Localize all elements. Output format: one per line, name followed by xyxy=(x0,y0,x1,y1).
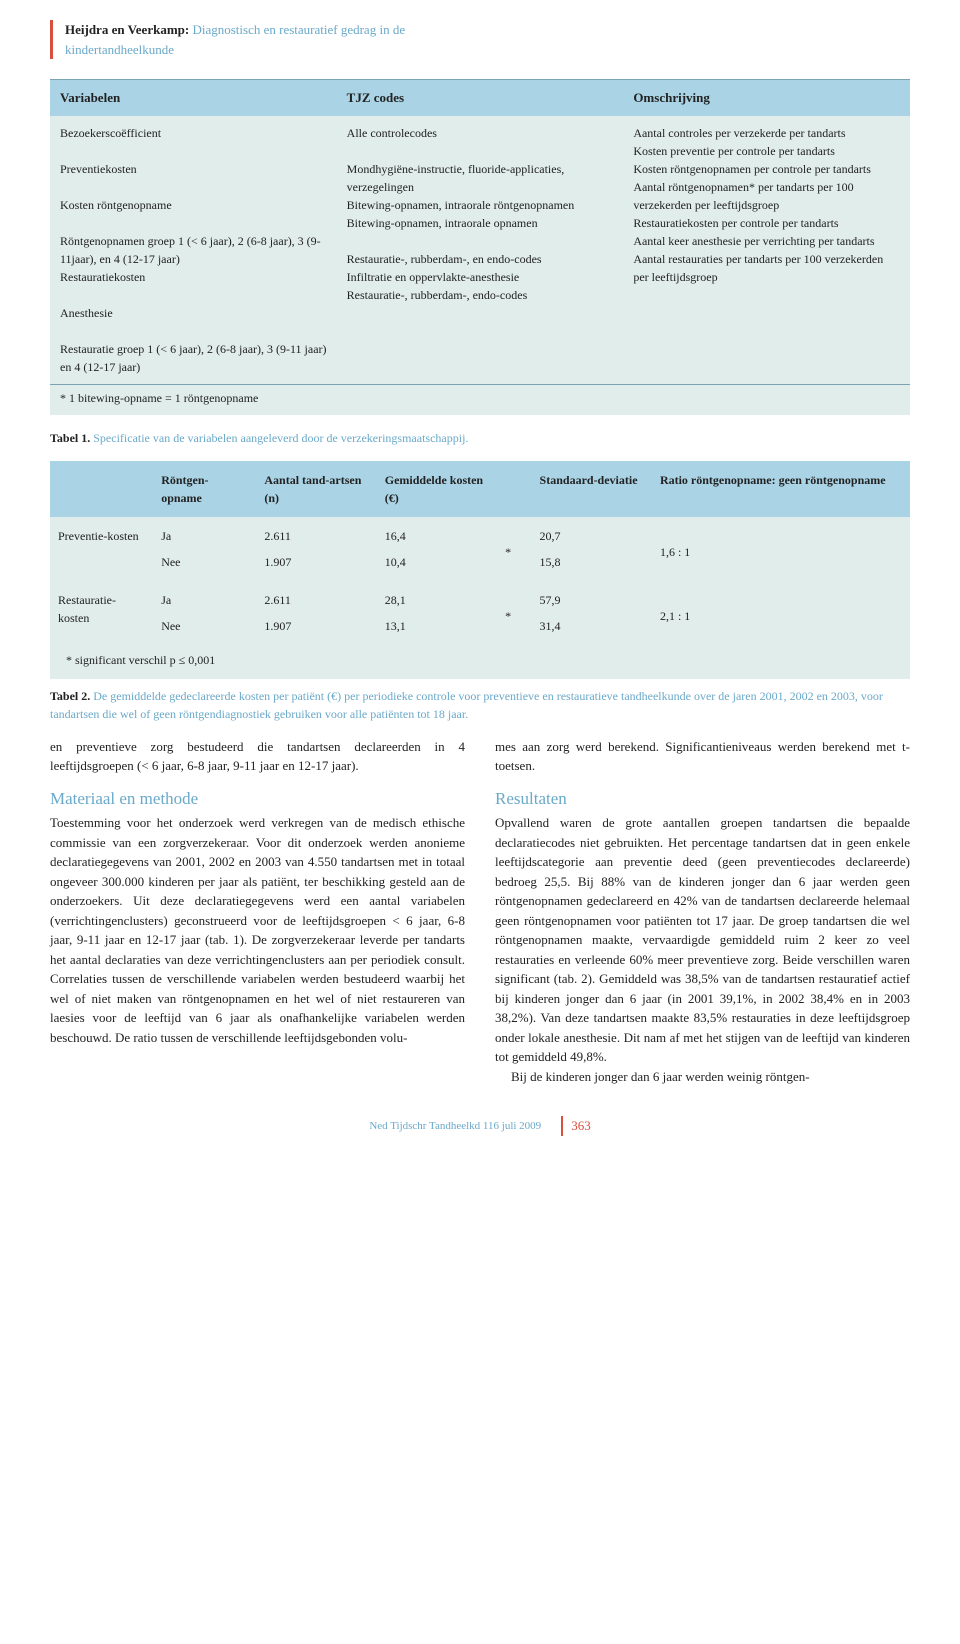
t2-g2-r1-c3: 28,1 xyxy=(377,581,497,613)
table-2-group1-row1: Preventie-kosten Ja 2.611 16,4 * 20,7 1,… xyxy=(50,517,910,549)
t2-g1-r1-c2: 2.611 xyxy=(256,517,376,549)
t2-g2-star: * xyxy=(497,581,531,645)
t2-g1-r1-c5: 20,7 xyxy=(532,517,652,549)
t2-g2-ratio: 2,1 : 1 xyxy=(652,581,910,645)
t2-g1-r2-c1: Nee xyxy=(153,549,256,581)
table-1-caption-label: Tabel 1. xyxy=(50,431,90,445)
header-authors: Heijdra en Veerkamp: xyxy=(65,22,189,37)
table-2-h-3: Gemiddelde kosten (€) xyxy=(377,461,497,517)
table-2: Röntgen-opname Aantal tand-artsen (n) Ge… xyxy=(50,461,910,645)
t2-g1-star: * xyxy=(497,517,531,581)
table-2-header-row: Röntgen-opname Aantal tand-artsen (n) Ge… xyxy=(50,461,910,517)
t2-g1-r1-c3: 16,4 xyxy=(377,517,497,549)
table-2-caption-label: Tabel 2. xyxy=(50,689,90,703)
t2-g2-r1-c1: Ja xyxy=(153,581,256,613)
table-1-col2: Alle controlecodes Mondhygiëne-instructi… xyxy=(337,116,624,385)
table-1-footnote: * 1 bitewing-opname = 1 röntgenopname xyxy=(50,385,910,415)
table-1: Variabelen TJZ codes Omschrijving Bezoek… xyxy=(50,79,910,385)
right-para-2: Opvallend waren de grote aantallen groep… xyxy=(495,813,910,1067)
t2-g1-ratio: 1,6 : 1 xyxy=(652,517,910,581)
page-footer: Ned Tijdschr Tandheelkd 116 juli 2009 36… xyxy=(50,1116,910,1136)
t2-g1-r2-c5: 15,8 xyxy=(532,549,652,581)
table-1-col1: Bezoekerscoëfficient Preventiekosten Kos… xyxy=(50,116,337,385)
left-column: en preventieve zorg bestudeerd die tanda… xyxy=(50,737,465,1087)
right-para-1: mes aan zorg werd berekend. Significanti… xyxy=(495,737,910,776)
table-2-h-1: Röntgen-opname xyxy=(153,461,256,517)
table-1-caption: Tabel 1. Specificatie van de variabelen … xyxy=(50,429,910,447)
table-2-group2-label: Restauratie-kosten xyxy=(50,581,153,645)
table-2-caption: Tabel 2. De gemiddelde gedeclareerde kos… xyxy=(50,687,910,723)
t2-g2-r2-c3: 13,1 xyxy=(377,613,497,645)
section-heading-materiaal: Materiaal en methode xyxy=(50,786,465,812)
t2-g2-r2-c2: 1.907 xyxy=(256,613,376,645)
article-running-head: Heijdra en Veerkamp: Diagnostisch en res… xyxy=(50,20,437,59)
t2-g1-r1-c1: Ja xyxy=(153,517,256,549)
t2-g2-r2-c1: Nee xyxy=(153,613,256,645)
left-para-1: en preventieve zorg bestudeerd die tanda… xyxy=(50,737,465,776)
body-columns: en preventieve zorg bestudeerd die tanda… xyxy=(50,737,910,1087)
table-2-footnote: * significant verschil p ≤ 0,001 xyxy=(50,645,910,679)
t2-g2-r1-c2: 2.611 xyxy=(256,581,376,613)
table-2-h-5: Standaard-deviatie xyxy=(532,461,652,517)
footer-journal: Ned Tijdschr Tandheelkd 116 juli 2009 xyxy=(369,1118,541,1135)
table-2-h-2: Aantal tand-artsen (n) xyxy=(256,461,376,517)
table-2-caption-text: De gemiddelde gedeclareerde kosten per p… xyxy=(50,689,883,721)
t2-g1-r2-c3: 10,4 xyxy=(377,549,497,581)
left-para-2: Toestemming voor het onderzoek werd verk… xyxy=(50,813,465,1047)
table-1-header-col2: TJZ codes xyxy=(337,80,624,116)
t2-g1-r2-c2: 1.907 xyxy=(256,549,376,581)
section-heading-resultaten: Resultaten xyxy=(495,786,910,812)
table-1-col3: Aantal controles per verzekerde per tand… xyxy=(623,116,910,385)
right-column: mes aan zorg werd berekend. Significanti… xyxy=(495,737,910,1087)
table-1-caption-text: Specificatie van de variabelen aangeleve… xyxy=(93,431,468,445)
table-1-header-row: Variabelen TJZ codes Omschrijving xyxy=(50,80,910,116)
right-para-3: Bij de kinderen jonger dan 6 jaar werden… xyxy=(495,1067,910,1087)
t2-g2-r1-c5: 57,9 xyxy=(532,581,652,613)
table-2-group2-row1: Restauratie-kosten Ja 2.611 28,1 * 57,9 … xyxy=(50,581,910,613)
footer-page-number: 363 xyxy=(561,1116,591,1136)
table-1-header-col3: Omschrijving xyxy=(623,80,910,116)
table-1-body-row: Bezoekerscoëfficient Preventiekosten Kos… xyxy=(50,116,910,385)
t2-g2-r2-c5: 31,4 xyxy=(532,613,652,645)
table-1-header-col1: Variabelen xyxy=(50,80,337,116)
table-2-h-6: Ratio röntgenopname: geen röntgenopname xyxy=(652,461,910,517)
table-2-group1-label: Preventie-kosten xyxy=(50,517,153,581)
